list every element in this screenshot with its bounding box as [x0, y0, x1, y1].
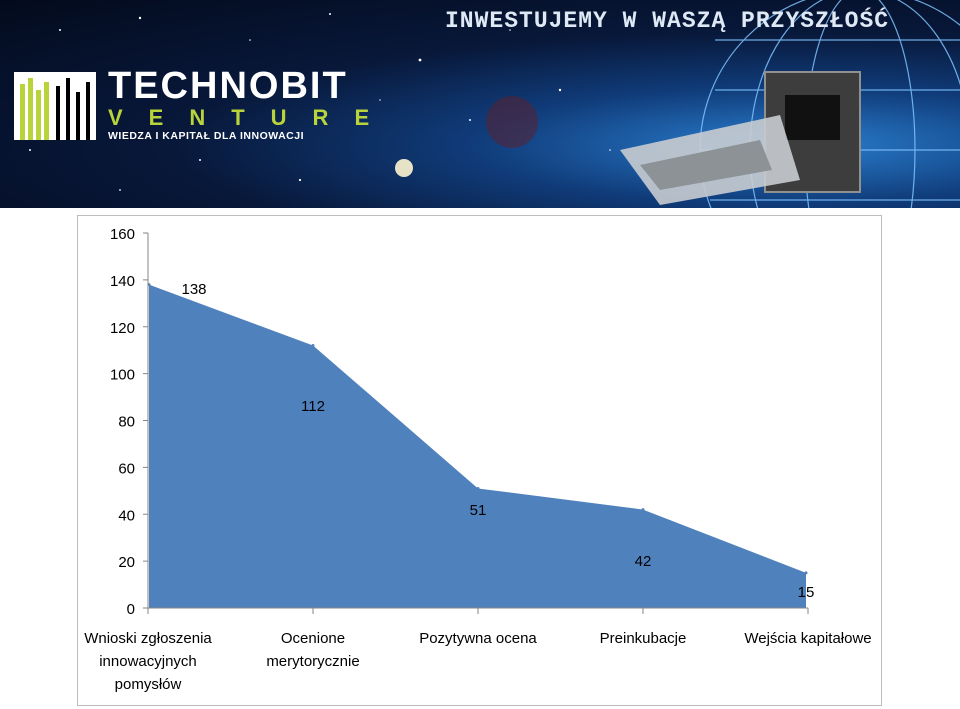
x-axis: Wnioski zgłoszenia innowacyjnych pomysłów O…: [84, 608, 872, 693]
data-labels: 138 112 51 42 15: [181, 281, 814, 601]
logo-tagline: WIEDZA I KAPITAŁ DLA INNOWACJI: [108, 130, 304, 142]
planet: [486, 96, 538, 148]
area-series: [149, 284, 806, 608]
banner-slogan: INWESTUJEMY W WASZĄ PRZYSZŁOŚĆ: [445, 6, 889, 34]
y-tick-label: 140: [110, 273, 135, 290]
banner-graphic: INWESTUJEMY W WASZĄ PRZYSZŁOŚĆ TECHNOBIT…: [14, 0, 960, 208]
data-point: [804, 571, 808, 575]
header-banner: INWESTUJEMY W WASZĄ PRZYSZŁOŚĆ TECHNOBIT…: [0, 0, 960, 208]
y-tick-label: 60: [118, 460, 135, 477]
data-label: 15: [798, 584, 815, 601]
y-tick-label: 0: [127, 601, 135, 618]
data-label: 42: [635, 553, 652, 570]
logo-mark-icon: [14, 72, 96, 140]
star-field: [29, 13, 611, 191]
data-point: [641, 508, 645, 512]
data-label: 112: [301, 398, 325, 415]
x-category-label: Pozytywna ocena: [419, 630, 537, 647]
x-category-label: Wnioski zgłoszenia innowacyjnych pomysłów: [84, 630, 212, 693]
bright-star: [395, 159, 413, 177]
plot-area: [147, 233, 808, 609]
data-label: 51: [470, 502, 487, 519]
data-label: 138: [181, 281, 206, 298]
logo-title: TECHNOBIT: [108, 65, 348, 107]
y-tick-label: 160: [110, 226, 135, 243]
data-point: [476, 486, 480, 490]
y-tick-label: 80: [118, 414, 135, 431]
x-category-label: Wejścia kapitałowe: [744, 630, 871, 647]
y-tick-label: 40: [118, 507, 135, 524]
network-plug-graphic: [620, 71, 861, 205]
y-tick-label: 100: [110, 367, 135, 384]
y-tick-label: 120: [110, 320, 135, 337]
chart-frame: [77, 215, 882, 706]
x-category-label: Ocenione merytorycznie: [266, 630, 359, 670]
x-category-label: Preinkubacje: [600, 630, 687, 647]
logo-subtitle: VENTURE: [108, 105, 395, 130]
y-axis: 0 20 40 60 80 100 120 140 160: [110, 226, 148, 618]
y-tick-label: 20: [118, 554, 135, 571]
data-point: [311, 344, 315, 347]
